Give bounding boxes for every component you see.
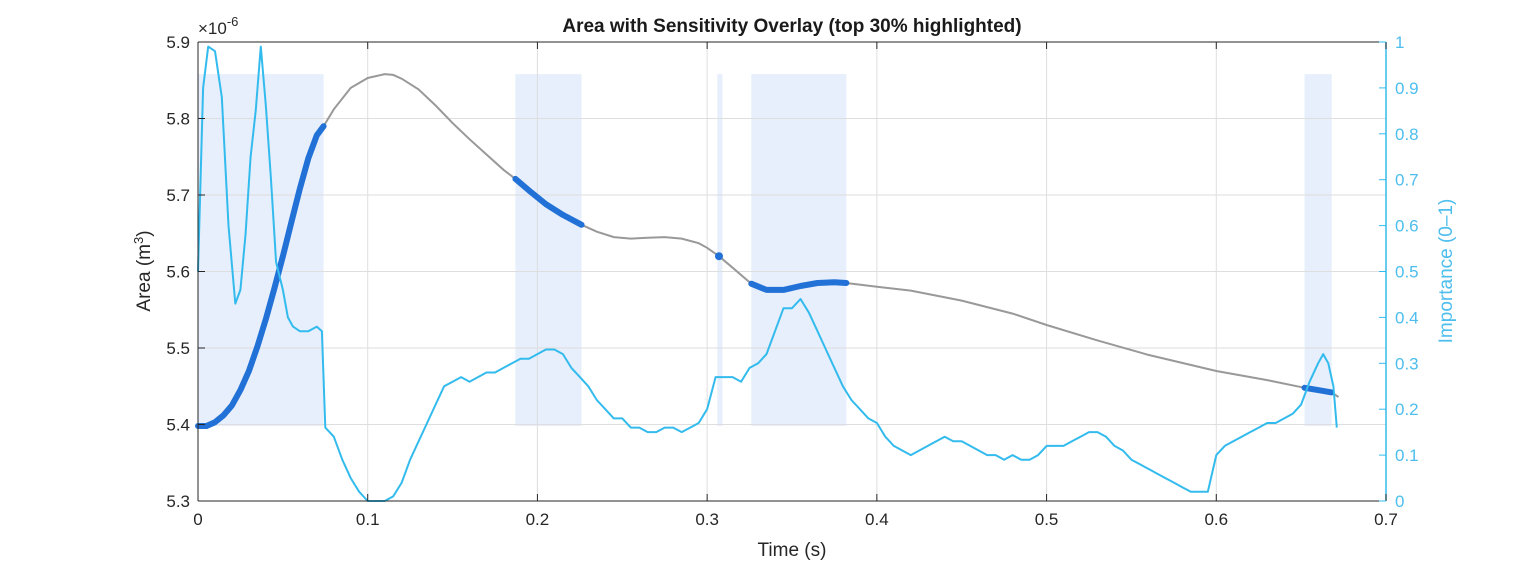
x-tick-label: 0.2: [526, 510, 550, 529]
y-right-tick-label: 0.6: [1395, 217, 1419, 236]
x-tick-label: 0.4: [865, 510, 889, 529]
area-highlight-segment-1: [195, 123, 327, 429]
area-highlight-segment-4: [748, 279, 850, 293]
y-axis-exponent-power: -6: [227, 14, 239, 29]
y-right-tick-label: 0.5: [1395, 263, 1419, 282]
series-layer: [195, 45, 1340, 502]
y-left-tick-label: 5.8: [166, 110, 190, 129]
y-left-tick-label: 5.7: [166, 186, 190, 205]
x-tick-label: 0.7: [1374, 510, 1398, 529]
x-tick-label: 0.3: [695, 510, 719, 529]
y-right-tick-label: 0.3: [1395, 354, 1419, 373]
importance-series-line: [197, 45, 1338, 502]
x-tick-label: 0.1: [356, 510, 380, 529]
y-axis-exponent-label: ×10-6: [198, 14, 238, 38]
area-highlight-segment-3: [715, 252, 723, 261]
x-tick-label: 0.6: [1204, 510, 1228, 529]
y-right-tick-label: 0.1: [1395, 446, 1419, 465]
y-axis-exponent-base: ×10: [198, 19, 227, 38]
grid-lines: [198, 42, 1386, 501]
y-left-tick-label: 5.6: [166, 263, 190, 282]
y-left-tick-label: 5.3: [166, 492, 190, 511]
area-highlight-segment-5: [1301, 384, 1335, 396]
area-highlight-segment-2: [512, 175, 585, 228]
x-tick-label: 0: [193, 510, 202, 529]
highlight-band-5: [1304, 74, 1332, 427]
highlight-band-3: [717, 74, 723, 427]
highlight-band-4: [751, 74, 847, 427]
y-left-tick-label: 5.5: [166, 339, 190, 358]
y-left-tick-label: 5.9: [166, 33, 190, 52]
x-axis-label: Time (s): [758, 540, 827, 561]
y-axis-label-left-text: Area (m: [134, 244, 155, 312]
y-right-tick-label: 0.8: [1395, 125, 1419, 144]
chart-title: Area with Sensitivity Overlay (top 30% h…: [562, 16, 1021, 37]
x-tick-label: 0.5: [1035, 510, 1059, 529]
y-axis-label-right: Importance (0–1): [1436, 199, 1457, 344]
highlight-band-2: [515, 74, 582, 427]
y-right-tick-label: 0.2: [1395, 400, 1419, 419]
y-axis-label-left-exponent: 3: [131, 237, 146, 244]
y-right-tick-label: 1: [1395, 33, 1404, 52]
highlight-band-1: [198, 74, 324, 427]
y-right-tick-label: 0.7: [1395, 171, 1419, 190]
y-axis-label-left: Area (m3): [131, 230, 155, 311]
y-right-tick-label: 0: [1395, 492, 1404, 511]
tick-layer: 0 0.1 0.2 0.3 0.4 0.5 0.6 0.7 5.3 5.4 5.5 5.6 5.7 5.8…: [166, 33, 1418, 529]
y-axis-label-left-close: ): [134, 230, 155, 236]
y-right-tick-label: 0.9: [1395, 79, 1419, 98]
y-right-tick-label: 0.4: [1395, 308, 1419, 327]
y-left-tick-label: 5.4: [166, 416, 190, 435]
highlight-bands: [198, 74, 1332, 427]
